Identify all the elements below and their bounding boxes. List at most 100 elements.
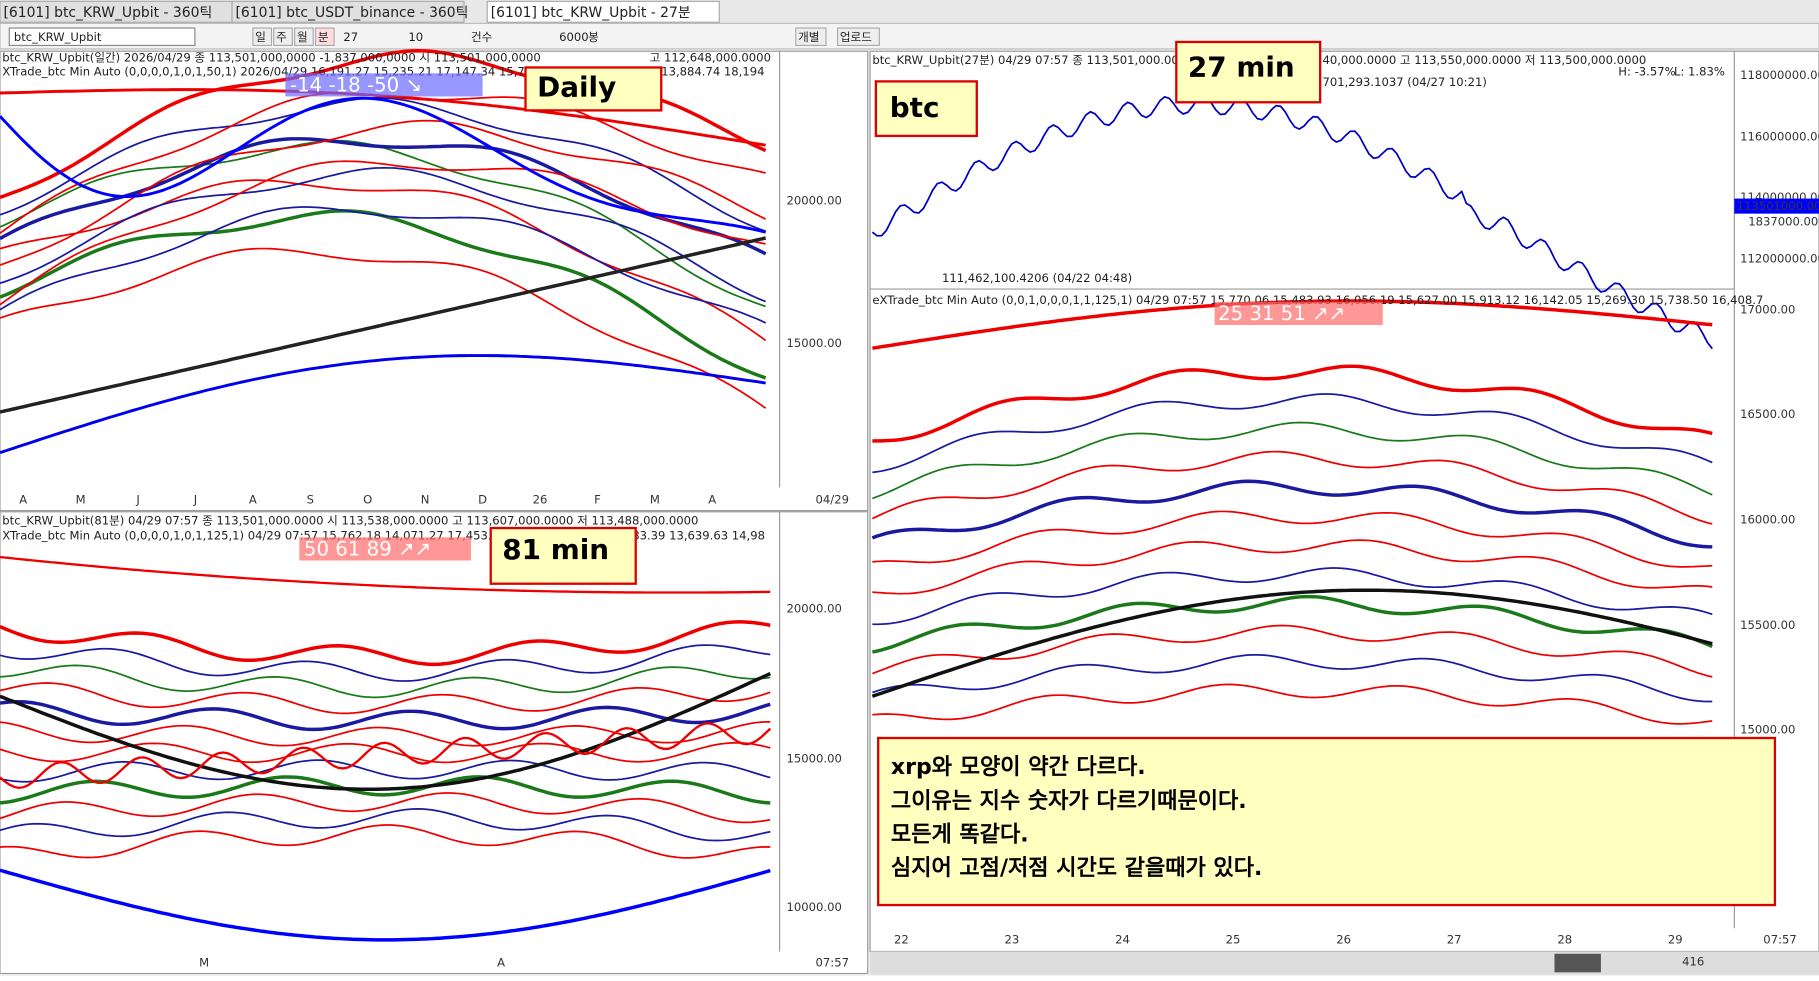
period: 일	[255, 30, 266, 44]
mode: 개별	[798, 30, 819, 44]
period: 주	[276, 30, 287, 44]
symbol-input[interactable]	[8, 27, 196, 47]
header: 40,000.0000 고 113,550,000.0000 저 113,500…	[1322, 53, 1646, 67]
label-box	[1175, 40, 1322, 104]
curves	[0, 49, 1713, 942]
hl: L: 1.83%	[1674, 65, 1725, 79]
symbol: btc_KRW_Upbit	[14, 30, 102, 44]
tab[interactable]	[231, 0, 465, 23]
indicator-line	[871, 479, 1713, 549]
header: 고 112,648,000.0000	[650, 51, 771, 65]
tab[interactable]	[486, 0, 720, 23]
y-tick-label: 15000.00	[787, 751, 842, 765]
last-price: 113501000.00	[1737, 199, 1819, 213]
x-tick-label: J	[135, 493, 139, 507]
date: 04/29	[816, 493, 849, 507]
indicator-line	[872, 653, 1713, 703]
upload: 업로드	[840, 30, 872, 44]
indicator-line	[0, 792, 771, 824]
indicator-line	[871, 588, 1713, 698]
indicator-line	[872, 567, 1713, 626]
x-tick-label: 22	[894, 932, 909, 946]
note-line: 모든게 똑같다.	[891, 822, 1029, 847]
indicator-line	[0, 96, 767, 234]
y-tick-label: 20000.00	[787, 193, 842, 207]
period: 월	[297, 30, 308, 44]
y-tick-label: 15000.00	[1740, 722, 1795, 736]
period-button[interactable]	[314, 27, 335, 47]
badge	[299, 537, 471, 561]
mode-button[interactable]	[795, 27, 827, 47]
indicator-line	[0, 672, 772, 792]
label-box	[874, 80, 978, 138]
y-tick-label: 10000.00	[787, 900, 842, 914]
annotation: 701,293.1037 (04/27 10:21)	[1322, 75, 1486, 89]
badge	[1214, 301, 1383, 326]
label-box	[524, 66, 663, 112]
scroll-thumb[interactable]	[1554, 953, 1601, 973]
indicator-line	[872, 624, 1713, 678]
indicator-line	[0, 354, 766, 454]
x-tick-label: 28	[1557, 932, 1572, 946]
header: btc_KRW_Upbit(81분) 04/29 07:57 종 113,501…	[2, 514, 698, 528]
panel-label: 81 min	[502, 533, 609, 566]
time: 07:57	[1763, 932, 1796, 946]
indicator-line	[0, 775, 771, 805]
x-tick-label: 23	[1005, 932, 1020, 946]
indicator-line	[0, 160, 766, 306]
x-tick-label: 25	[1226, 932, 1241, 946]
indicator-line	[0, 236, 767, 414]
indicator-line	[872, 421, 1713, 500]
tab-label: [6101] btc_USDT_binance - 360틱	[235, 5, 468, 21]
period-button[interactable]	[252, 27, 273, 47]
y-tick-label: 15500.00	[1740, 618, 1795, 632]
y-tick-label: 16000.00	[1740, 512, 1795, 526]
x-tick-label: J	[193, 493, 197, 507]
indicator-line	[0, 620, 771, 667]
indicator-line	[0, 664, 771, 699]
badge-text: 25 31 51 ↗↗	[1218, 302, 1345, 325]
last-price-box	[1734, 198, 1819, 214]
indicator-line	[872, 450, 1713, 525]
indicator-header: 83.39 13,639.63 14,98	[632, 529, 765, 543]
indicator-line	[872, 683, 1713, 725]
note-line: 그이유는 지수 숫자가 다르기때문이다.	[891, 789, 1247, 814]
label-box	[489, 526, 637, 585]
scroll-bar[interactable]	[870, 951, 1819, 975]
y-tick-label: 112000000.00	[1740, 251, 1819, 265]
period-button[interactable]	[294, 27, 314, 47]
toolbar	[0, 22, 1819, 50]
indicator-header: 13,884.74 18,194	[661, 65, 764, 79]
x-tick-label: D	[478, 493, 487, 507]
indicator-line	[0, 808, 771, 842]
x-tick-label: A	[19, 493, 27, 507]
note-box	[877, 736, 1777, 907]
x-tick-label: S	[307, 493, 314, 507]
field: 건수	[471, 30, 493, 44]
panel-label: 27 min	[1188, 51, 1295, 84]
indicator-line	[0, 206, 767, 324]
time: 07:57	[816, 956, 849, 970]
indicator-line	[0, 644, 771, 682]
x-tick-label: M	[76, 493, 86, 507]
indicator-line	[872, 364, 1713, 443]
y-tick-label: 17000.00	[1740, 302, 1795, 316]
indicator-line	[0, 759, 771, 783]
upload-button[interactable]	[836, 27, 880, 47]
x-tick-label: 26	[1336, 932, 1351, 946]
x-tick-label: A	[497, 956, 505, 970]
x-tick-label: A	[249, 493, 257, 507]
x-tick-label: N	[421, 493, 430, 507]
note-line: 심지어 고점/저점 시간도 같을때가 있다.	[891, 856, 1262, 881]
period-button[interactable]	[273, 27, 293, 47]
count: 10	[408, 30, 423, 44]
hl: H: -3.57%	[1618, 65, 1675, 79]
panel-label: btc	[890, 91, 940, 124]
indicator-line	[0, 721, 771, 747]
header: btc_KRW_Upbit(27분) 04/29 07:57 종 113,501…	[872, 53, 1193, 67]
y-tick-label: 118000000.00	[1740, 68, 1819, 82]
tab-label: [6101] btc_KRW_Upbit - 360틱	[3, 5, 212, 21]
panel-label: Daily	[537, 70, 616, 103]
change: 1837000.00	[1748, 214, 1818, 228]
